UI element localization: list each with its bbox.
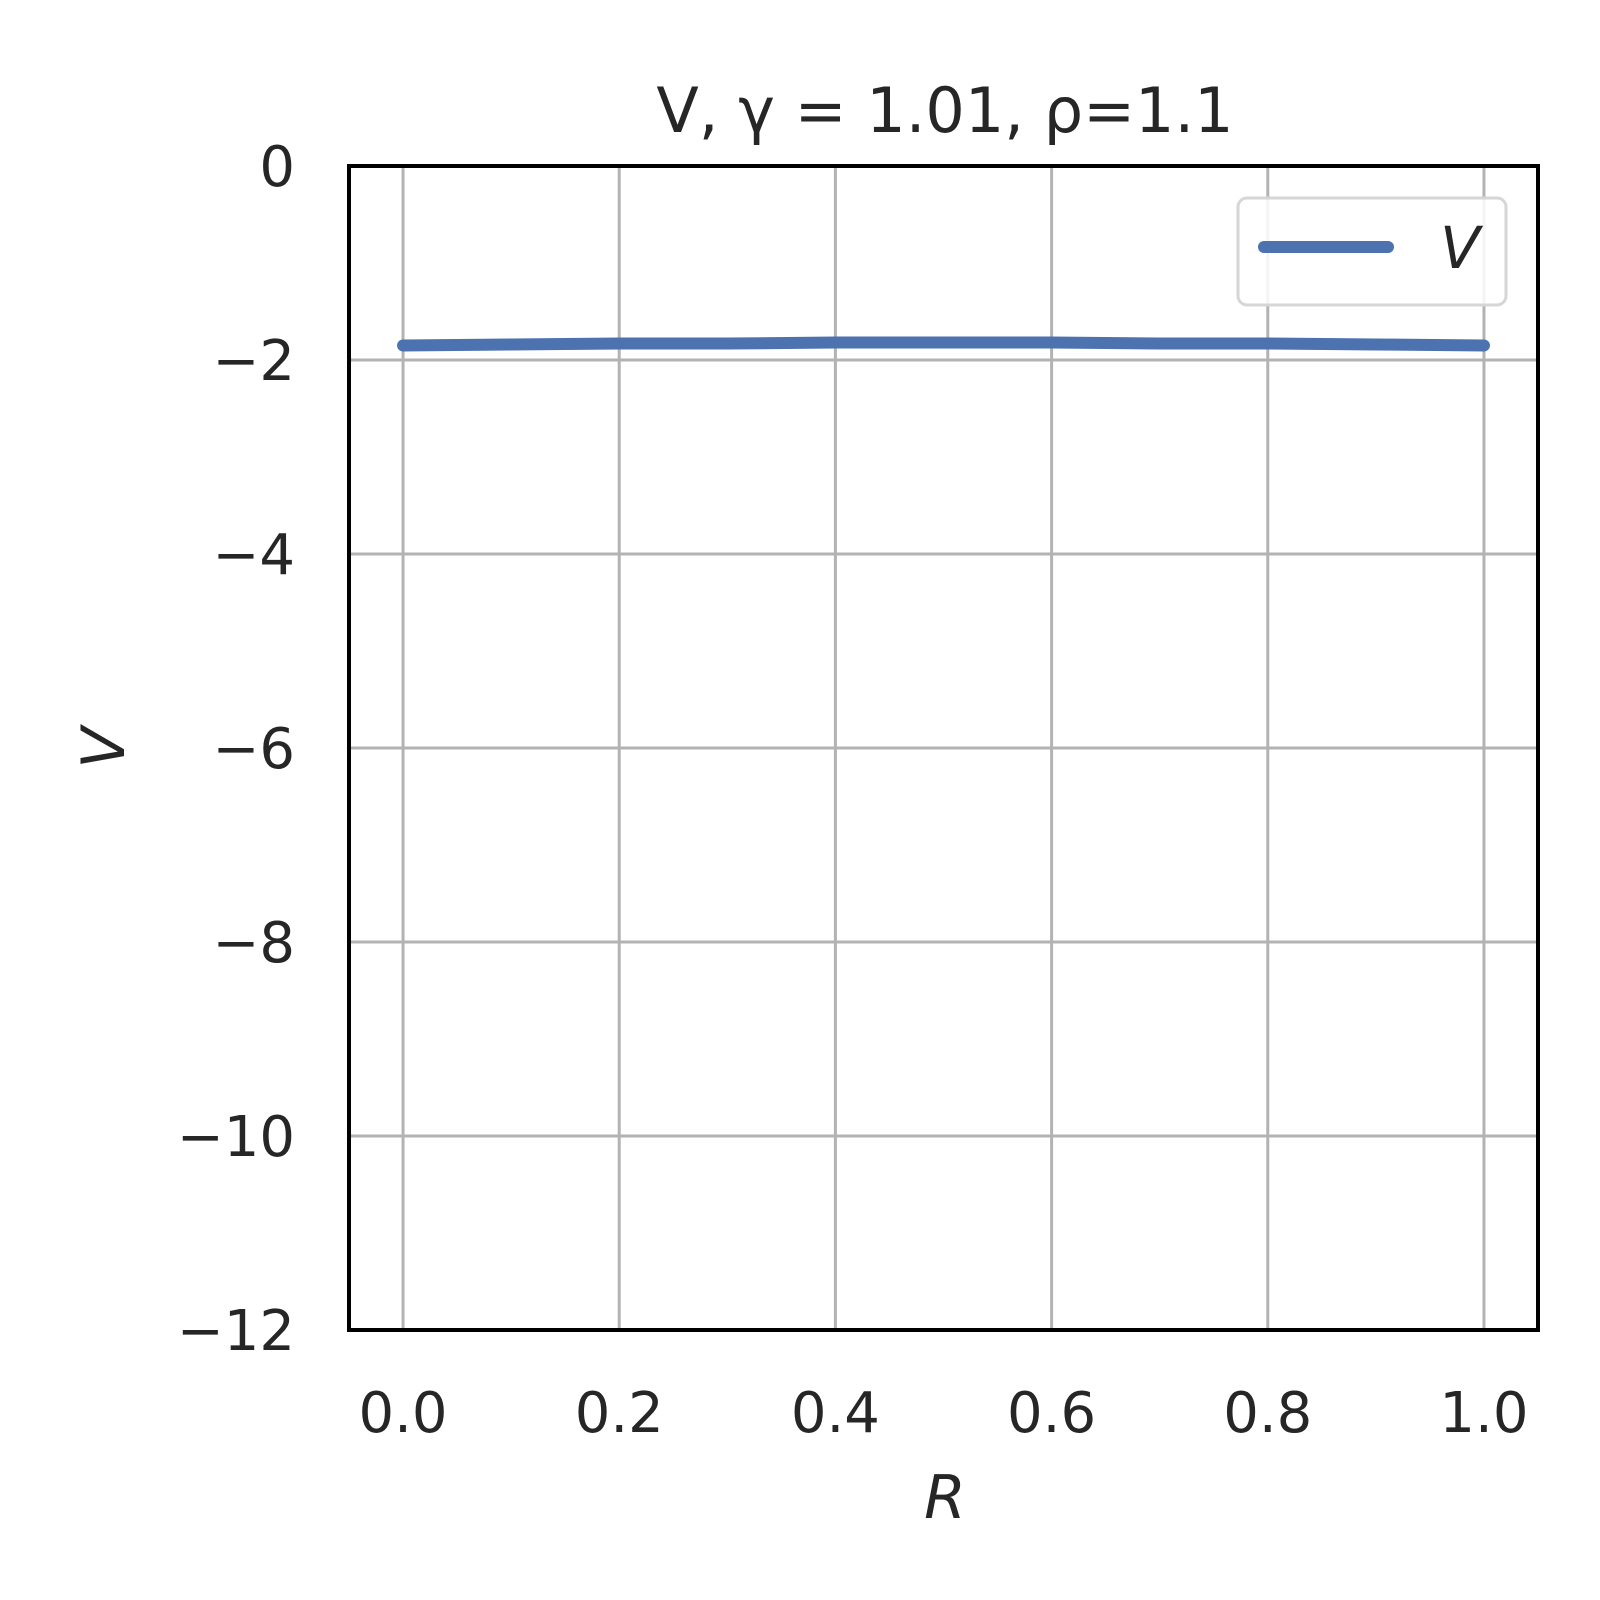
y-tick-label: −2 bbox=[212, 329, 295, 394]
y-tick-label: −12 bbox=[177, 1299, 295, 1364]
y-tick-label: 0 bbox=[259, 135, 295, 200]
x-tick-label: 0.8 bbox=[1223, 1381, 1312, 1446]
legend-label-v: V bbox=[1440, 214, 1484, 282]
tick-labels: 0.0 0.2 0.4 0.6 0.8 1.0 0 −2 −4 −6 −8 −10 −12 bbox=[177, 135, 1529, 1446]
x-tick-label: 1.0 bbox=[1439, 1381, 1528, 1446]
series-line-v bbox=[397, 336, 1490, 352]
y-tick-label: −4 bbox=[212, 523, 295, 588]
x-tick-label: 0.4 bbox=[791, 1381, 880, 1446]
x-tick-label: 0.0 bbox=[359, 1381, 448, 1446]
chart-title: V, γ = 1.01, ρ=1.1 bbox=[656, 74, 1233, 147]
series-layer bbox=[397, 336, 1490, 352]
x-axis-label: R bbox=[924, 1463, 966, 1533]
legend: V bbox=[1236, 196, 1508, 307]
plot-frame bbox=[347, 164, 1540, 1332]
y-tick-label: −8 bbox=[212, 911, 295, 976]
x-tick-label: 0.6 bbox=[1007, 1381, 1096, 1446]
y-axis-label: V bbox=[69, 724, 139, 769]
x-tick-label: 0.2 bbox=[575, 1381, 664, 1446]
y-tick-label: −10 bbox=[177, 1105, 295, 1170]
y-tick-label: −6 bbox=[212, 717, 295, 782]
